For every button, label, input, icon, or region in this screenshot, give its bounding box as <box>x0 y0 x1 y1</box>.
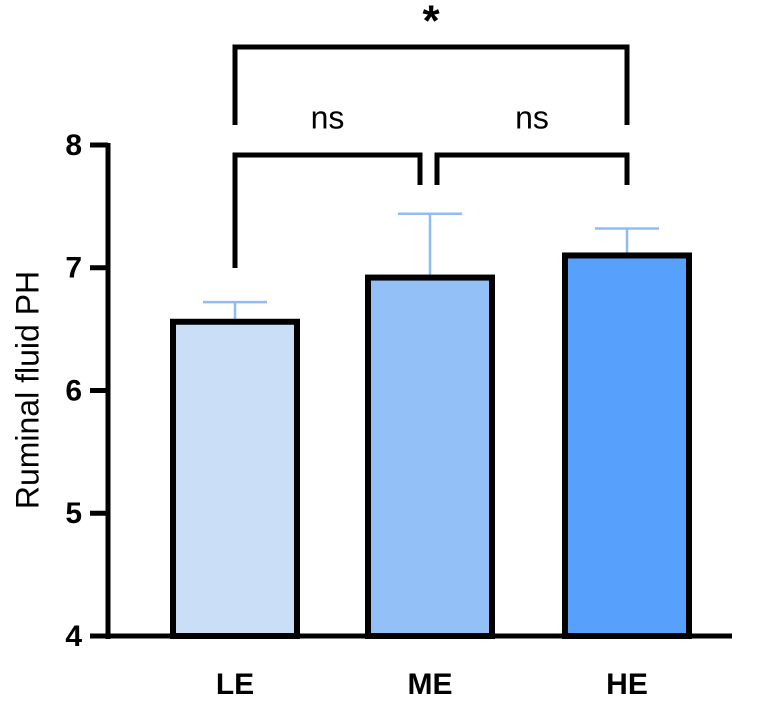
x-tick-label: LE <box>216 668 254 701</box>
y-tick-label: 5 <box>65 497 82 530</box>
significance-label: ns <box>311 99 345 135</box>
y-axis-label: Ruminal fluid PH <box>9 271 45 509</box>
bar <box>562 252 692 639</box>
x-tick-label: ME <box>408 668 453 701</box>
bar <box>365 274 495 639</box>
significance-label: * <box>422 0 440 46</box>
x-tick-label: HE <box>606 668 648 701</box>
significance-bracket <box>232 44 630 125</box>
significance-bracket <box>434 152 630 185</box>
significance-bracket <box>232 152 423 268</box>
y-tick-label: 7 <box>65 252 82 285</box>
significance-label: ns <box>515 99 549 135</box>
y-tick-label: 8 <box>65 129 82 162</box>
bar <box>170 318 300 639</box>
y-tick-label: 6 <box>65 374 82 407</box>
y-tick-label: 4 <box>65 620 82 653</box>
